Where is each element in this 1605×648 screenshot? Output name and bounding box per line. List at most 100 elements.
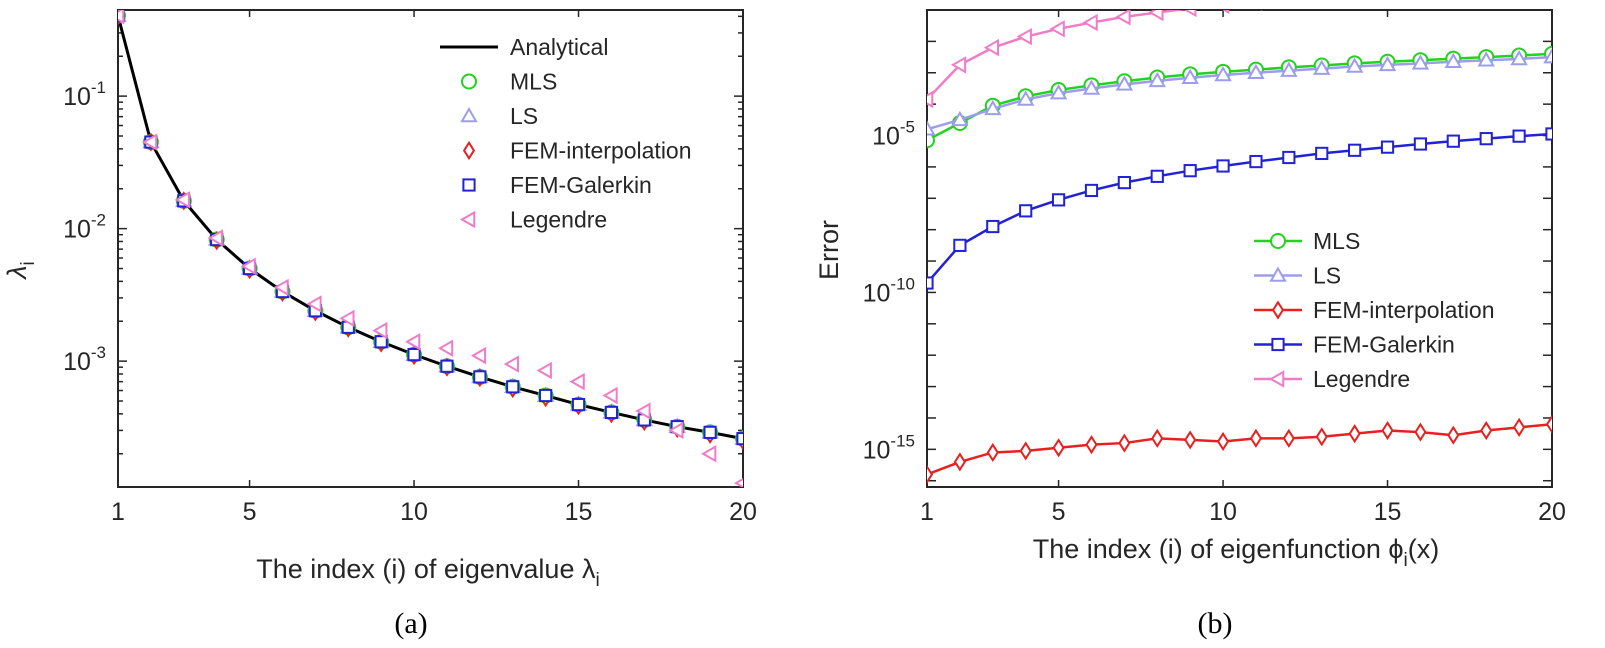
legend-label: FEM-Galerkin — [510, 172, 652, 198]
legend-label: FEM-Galerkin — [1313, 332, 1455, 358]
x-tick-label: 1 — [920, 498, 934, 526]
data-point-fem-galerkin — [736, 432, 743, 446]
legend-item-fem-interpolation: FEM-interpolation — [1254, 297, 1495, 323]
legend-item-legendre: Legendre — [1254, 366, 1410, 392]
data-point-fem-interpolation — [1118, 433, 1131, 453]
data-point-legendre — [1315, 0, 1327, 4]
legend-label: FEM-interpolation — [1313, 297, 1495, 323]
legend-item-mls: MLS — [461, 69, 557, 95]
data-point-fem-interpolation — [1513, 417, 1526, 437]
legend-swatch-marker — [1268, 370, 1285, 388]
data-point-ls — [1313, 59, 1331, 75]
panel-b-series — [927, 0, 1552, 485]
data-point-fem-galerkin — [1512, 129, 1526, 143]
legend-label: LS — [510, 103, 538, 129]
data-point-fem-interpolation — [986, 442, 999, 463]
data-point-legendre — [602, 386, 618, 405]
legend-label: MLS — [510, 69, 557, 95]
data-point-legendre — [1222, 10, 1230, 15]
data-point-fem-galerkin — [473, 370, 487, 384]
legend-swatch-marker — [1270, 233, 1286, 249]
data-point-fem-interpolation — [1545, 414, 1552, 434]
panel-a-legend: Analytical MLS LS FEM-interpolation FEM-Gale… — [440, 34, 692, 233]
data-point-ls — [1148, 71, 1166, 88]
data-point-legendre — [983, 38, 1000, 57]
data-point-fem-galerkin — [1479, 132, 1493, 146]
data-point-ls — [951, 110, 969, 127]
y-tick-label: 10-3 — [63, 343, 106, 376]
data-point-fem-galerkin — [571, 397, 586, 412]
data-point-fem-galerkin — [1249, 154, 1263, 169]
data-point-fem-galerkin — [539, 388, 553, 403]
legend-label: LS — [1313, 263, 1341, 289]
data-point-legendre — [141, 133, 158, 151]
data-point-fem-interpolation — [1052, 438, 1065, 458]
data-point-legendre — [1260, 10, 1263, 11]
data-point-ls — [1247, 63, 1265, 80]
data-point-legendre — [668, 421, 684, 440]
legend-item-ls: LS — [1254, 263, 1341, 289]
y-tick-label: 10-1 — [63, 78, 106, 111]
data-point-fem-galerkin — [1183, 164, 1197, 178]
data-point-legendre — [1115, 10, 1131, 26]
legend-label: FEM-interpolation — [510, 138, 692, 164]
data-point-fem-galerkin — [1084, 183, 1099, 198]
panel-b-caption: (b) — [1198, 607, 1233, 640]
data-point-ls — [1115, 75, 1134, 91]
panel-b-ticks — [926, 9, 1553, 487]
legend-swatch-marker — [462, 140, 476, 161]
x-tick-label: 20 — [729, 498, 757, 526]
data-point-legendre — [405, 333, 421, 351]
data-point-fem-interpolation — [1282, 428, 1295, 448]
data-point-fem-interpolation — [953, 452, 966, 472]
data-point-fem-galerkin — [1117, 175, 1131, 190]
series-line-legendre — [927, 10, 1188, 101]
data-point-ls — [1181, 68, 1199, 85]
x-tick-label: 5 — [243, 498, 257, 526]
data-point-fem-galerkin — [604, 405, 619, 420]
data-point-legendre — [536, 361, 552, 380]
y-tick-label: 10-2 — [63, 211, 106, 244]
panel-a-ticks — [117, 10, 744, 487]
legend-item-ls: LS — [460, 103, 538, 129]
data-point-fem-galerkin — [1545, 127, 1552, 141]
data-point-fem-interpolation — [1184, 430, 1197, 450]
data-point-ls — [1378, 55, 1397, 72]
data-point-legendre — [273, 278, 289, 297]
data-point-fem-galerkin — [953, 238, 967, 252]
data-point-legendre — [372, 321, 388, 340]
data-point-legendre — [207, 229, 223, 247]
data-point-legendre — [927, 90, 934, 109]
data-point-fem-interpolation — [1348, 424, 1361, 444]
data-point-legendre — [950, 56, 967, 74]
data-point-legendre — [1183, 10, 1197, 18]
data-point-fem-galerkin — [1348, 143, 1362, 157]
legend-label: Legendre — [1313, 366, 1410, 392]
data-point-fem-galerkin — [506, 380, 520, 394]
data-point-fem-galerkin — [407, 348, 421, 362]
panel-a-y-tick-labels: 10-1 10-2 10-3 — [63, 78, 106, 376]
x-tick-label: 15 — [565, 498, 593, 526]
panel-b-y-tick-labels: 10-5 10-10 10-15 — [863, 118, 915, 465]
series-line-ls — [927, 55, 1552, 131]
data-point-fem-interpolation — [1381, 420, 1394, 441]
data-point-ls — [1543, 48, 1552, 64]
data-point-ls — [984, 99, 1002, 116]
legend-swatch-marker — [461, 73, 477, 90]
data-point-fem-interpolation — [1216, 431, 1230, 452]
data-point-fem-galerkin — [440, 359, 454, 373]
data-point-fem-interpolation — [1019, 441, 1032, 461]
panel-a-caption: (a) — [394, 607, 427, 640]
x-tick-label: 20 — [1538, 498, 1566, 526]
panel-b-x-tick-labels: 1 5 10 15 20 — [920, 498, 1566, 526]
legend-label: Legendre — [510, 207, 607, 233]
series-line-analytical — [118, 15, 743, 441]
data-point-fem-galerkin — [1216, 159, 1230, 173]
legend-label: MLS — [1313, 228, 1360, 254]
data-point-legendre — [1082, 13, 1098, 32]
data-point-fem-galerkin — [1315, 146, 1329, 161]
panel-a-eigenvalue-chart: 1 5 10 15 20 10-110-210-3 AnalyticalMLSLSFEM… — [2, 9, 757, 640]
data-point-fem-interpolation — [1447, 425, 1460, 445]
panel-a-x-axis-label: The index (i) of eigenvalue λi — [256, 554, 599, 591]
